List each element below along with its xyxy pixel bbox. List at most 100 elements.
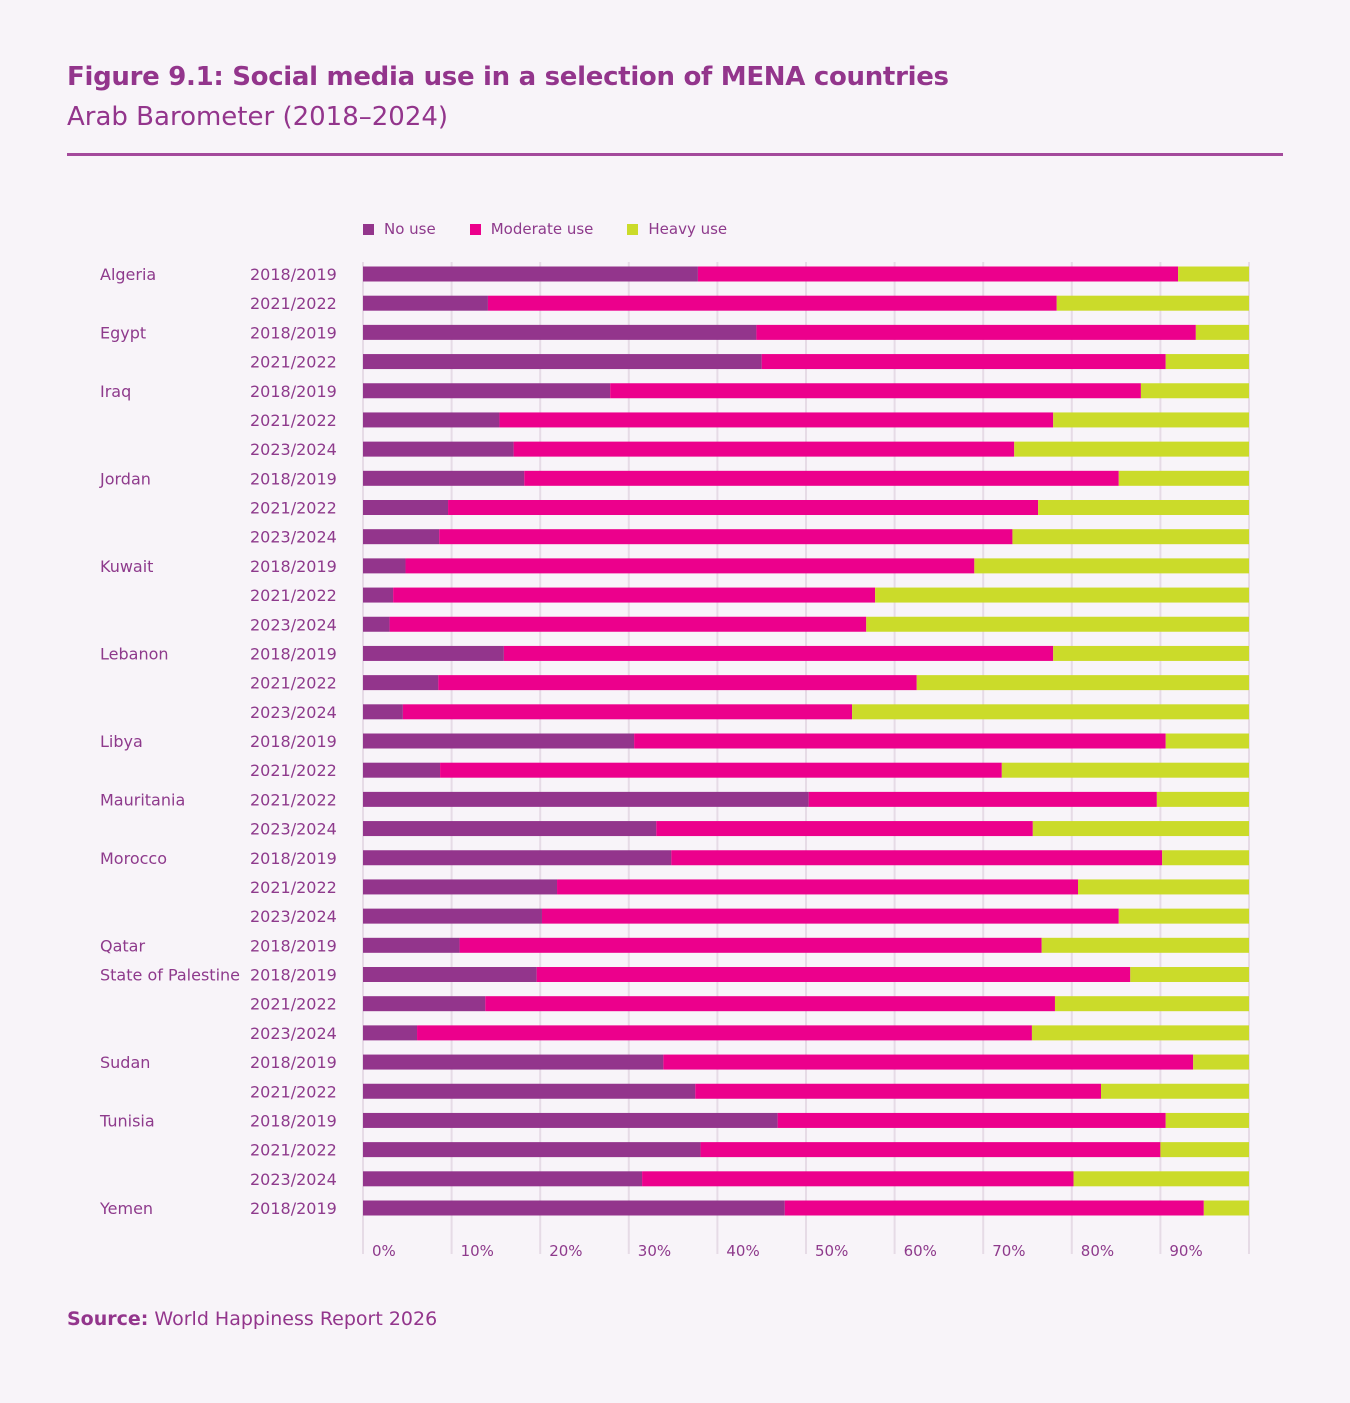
bar-segment-no-use	[363, 529, 440, 545]
bar-segment-no-use	[363, 967, 537, 982]
bar-segment-no-use	[363, 441, 514, 457]
bar-segment-moderate-use	[513, 441, 1015, 457]
bar-segment-no-use	[363, 412, 500, 428]
bar-segment-moderate-use	[485, 996, 1055, 1012]
bar-segment-no-use	[363, 1142, 701, 1158]
bar-segment-heavy-use	[916, 675, 1249, 691]
bar-segment-heavy-use	[1078, 879, 1249, 895]
x-tick-label: 90%	[1169, 1242, 1202, 1260]
wave-label: 2023/2024	[250, 703, 337, 722]
wave-label: 2021/2022	[250, 1141, 337, 1160]
bar-segment-no-use	[363, 675, 439, 691]
country-label: Kuwait	[100, 557, 153, 576]
bar-segment-no-use	[363, 616, 390, 632]
bar-segment-moderate-use	[610, 383, 1141, 399]
bar-segment-no-use	[363, 996, 486, 1012]
wave-label: 2023/2024	[250, 1170, 337, 1189]
bar-segment-moderate-use	[784, 1200, 1204, 1216]
country-label: Morocco	[100, 849, 167, 868]
bar-segment-moderate-use	[393, 587, 876, 603]
bar-segment-no-use	[363, 558, 406, 574]
bar-segment-no-use	[363, 1171, 643, 1187]
wave-label: 2023/2024	[250, 615, 337, 634]
bar-segment-heavy-use	[866, 616, 1249, 632]
bar-segment-moderate-use	[695, 1083, 1102, 1099]
wave-label: 2023/2024	[250, 820, 337, 839]
bar-segment-moderate-use	[503, 645, 1054, 661]
country-label: Mauritania	[100, 790, 185, 809]
bar-segment-moderate-use	[417, 1025, 1032, 1041]
legend-swatch-heavy-use	[627, 223, 639, 235]
bar-segment-heavy-use	[1038, 500, 1249, 515]
bar-segment-no-use	[363, 937, 460, 953]
x-tick-label: 30%	[638, 1242, 671, 1260]
x-tick-label: 80%	[1081, 1242, 1114, 1260]
bar-segment-heavy-use	[1056, 295, 1249, 311]
bar-segment-heavy-use	[974, 558, 1249, 574]
bar-segment-no-use	[363, 470, 525, 486]
bar-segment-no-use	[363, 500, 449, 515]
wave-label: 2018/2019	[250, 644, 337, 663]
wave-label: 2018/2019	[250, 1199, 337, 1218]
source-label: Source:	[67, 1308, 149, 1330]
bar-segment-moderate-use	[536, 967, 1131, 982]
bar-segment-heavy-use	[1031, 1025, 1249, 1041]
legend-label-no-use: No use	[384, 220, 436, 238]
bar-segment-heavy-use	[1178, 266, 1249, 282]
x-tick-label: 40%	[726, 1242, 759, 1260]
bar-segment-no-use	[363, 383, 611, 399]
wave-label: 2021/2022	[250, 411, 337, 430]
wave-label: 2023/2024	[250, 440, 337, 459]
bar-segment-no-use	[363, 1054, 664, 1070]
bar-segment-no-use	[363, 1025, 418, 1041]
wave-label: 2021/2022	[250, 499, 337, 518]
legend-swatch-no-use	[363, 223, 374, 235]
bar-segment-no-use	[363, 879, 558, 895]
bar-segment-heavy-use	[1032, 821, 1249, 837]
bar-segment-no-use	[363, 266, 698, 282]
bar-segment-no-use	[363, 1083, 696, 1099]
wave-label: 2018/2019	[250, 469, 337, 488]
wave-label: 2021/2022	[250, 790, 337, 809]
bar-segment-heavy-use	[1118, 470, 1249, 486]
x-tick-label: 50%	[815, 1242, 848, 1260]
wave-label: 2023/2024	[250, 907, 337, 926]
wave-label: 2018/2019	[250, 1111, 337, 1130]
legend-swatch-moderate-use	[469, 223, 481, 235]
x-tick-label: 0%	[372, 1242, 396, 1260]
bar-segment-moderate-use	[756, 324, 1196, 340]
bar-segment-no-use	[363, 791, 809, 807]
country-label: Egypt	[100, 323, 146, 342]
bar-segment-no-use	[363, 704, 403, 720]
bar-segment-moderate-use	[557, 879, 1079, 895]
bar-segment-moderate-use	[671, 850, 1163, 866]
bar-segment-no-use	[363, 850, 672, 866]
chart-subtitle: Arab Barometer (2018–2024)	[67, 102, 449, 132]
legend-label-moderate-use: Moderate use	[490, 220, 594, 238]
bar-segment-heavy-use	[1165, 1112, 1249, 1128]
bar-segment-heavy-use	[1156, 791, 1249, 807]
country-label: Yemen	[99, 1199, 153, 1218]
wave-label: 2021/2022	[250, 761, 337, 780]
bar-segment-moderate-use	[439, 529, 1013, 545]
bar-segment-no-use	[363, 587, 394, 603]
legend-item-heavy-use: Heavy use	[627, 220, 727, 238]
bar-segment-heavy-use	[1053, 645, 1249, 661]
x-tick-label: 10%	[461, 1242, 494, 1260]
bar-segment-heavy-use	[1014, 441, 1249, 457]
bar-segment-heavy-use	[1041, 937, 1249, 953]
wave-label: 2021/2022	[250, 995, 337, 1014]
wave-label: 2018/2019	[250, 936, 337, 955]
bar-segment-moderate-use	[389, 616, 867, 632]
wave-label: 2023/2024	[250, 528, 337, 547]
wave-label: 2018/2019	[250, 966, 337, 985]
country-label: Jordan	[99, 469, 151, 488]
wave-label: 2018/2019	[250, 382, 337, 401]
x-tick-label: 70%	[992, 1242, 1025, 1260]
bar-segment-heavy-use	[852, 704, 1249, 720]
bar-segment-no-use	[363, 1112, 778, 1128]
bar-segment-no-use	[363, 645, 504, 661]
wave-label: 2018/2019	[250, 557, 337, 576]
bar-segment-moderate-use	[663, 1054, 1194, 1070]
bar-segment-moderate-use	[656, 821, 1033, 837]
